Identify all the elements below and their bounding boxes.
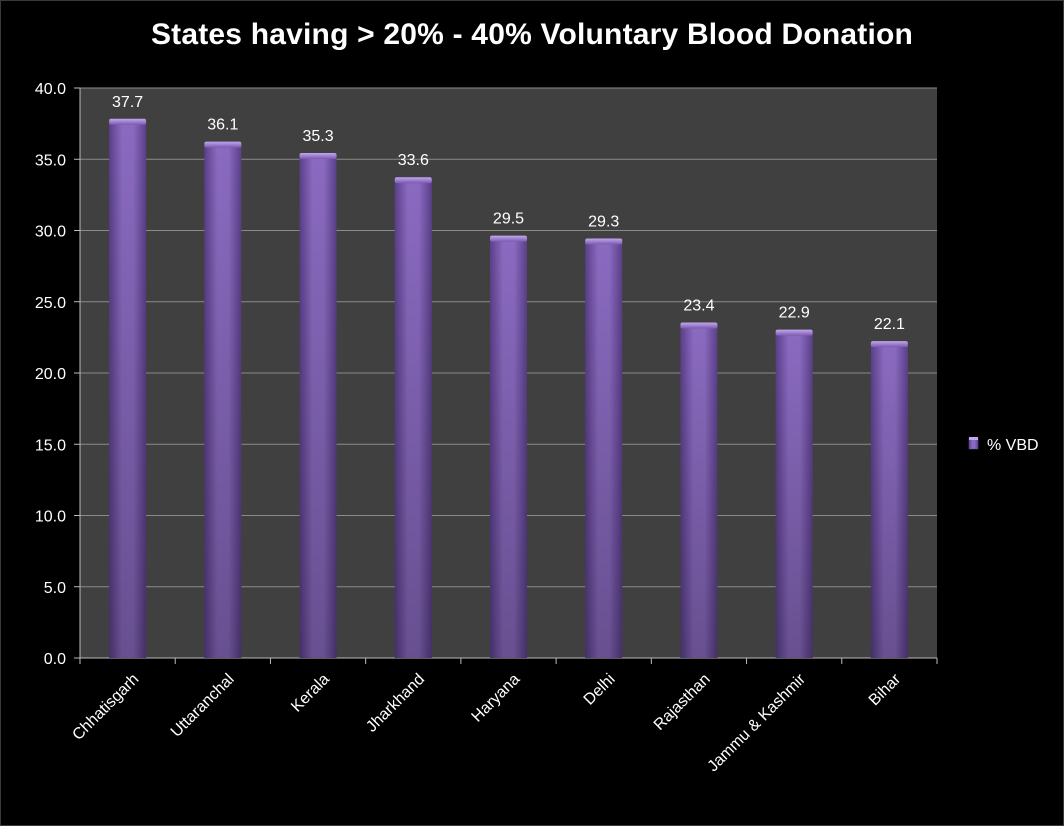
legend: % VBD [968, 437, 1039, 454]
x-tick-label: Haryana [469, 671, 524, 726]
legend-swatch-cap [969, 437, 978, 440]
chart-title: States having > 20% - 40% Voluntary Bloo… [150, 18, 914, 51]
x-tick-label: Uttaranchal [168, 671, 238, 741]
bar-cap [204, 141, 242, 148]
bar-shade [680, 324, 718, 658]
x-tick-label: Chhatisgarh [69, 671, 142, 744]
data-label: 22.1 [874, 316, 905, 333]
x-tick-label: Rajasthan [651, 671, 714, 734]
y-tick-label: 40.0 [35, 81, 66, 98]
bar-cap [870, 341, 908, 348]
bar-cap [490, 235, 527, 242]
bar-cap [775, 329, 813, 336]
bar-cap [109, 118, 147, 125]
x-tick-label: Jharkhand [363, 671, 428, 736]
bar-cap [585, 238, 623, 245]
bar-cap [680, 322, 718, 329]
bar-shade [490, 237, 527, 658]
data-label: 37.7 [112, 94, 143, 111]
y-tick-label: 10.0 [35, 509, 66, 526]
y-tick-label: 20.0 [35, 366, 66, 383]
data-label: 33.6 [398, 152, 429, 169]
data-label: 35.3 [302, 128, 333, 145]
bar-shade [775, 331, 813, 658]
x-tick-label: Kerala [288, 671, 333, 716]
y-tick-label: 25.0 [35, 295, 66, 312]
bar-shade [394, 179, 432, 658]
data-labels: 37.7 36.1 35.3 33.6 29.5 29.3 23.4 22.9 22.1 [112, 94, 905, 333]
x-tick-label: Delhi [581, 671, 619, 709]
bar-shade [204, 143, 242, 658]
data-label: 22.9 [779, 305, 810, 322]
legend-label: % VBD [987, 437, 1039, 454]
y-tick-label: 5.0 [44, 580, 66, 597]
bar-cap [394, 177, 432, 184]
x-tick-label: Bihar [866, 670, 905, 709]
x-tick-label: Jammu & Kashmir [705, 670, 810, 775]
y-tick-label: 0.0 [44, 651, 66, 668]
data-label: 23.4 [683, 298, 714, 315]
data-label: 29.3 [588, 213, 619, 230]
bar-shade [299, 154, 337, 658]
y-tick-label: 30.0 [35, 224, 66, 241]
data-label: 29.5 [493, 211, 524, 228]
y-tick-label: 35.0 [35, 152, 66, 169]
data-label: 36.1 [207, 117, 238, 134]
bar-shade [585, 240, 623, 658]
bars [109, 118, 908, 658]
bar-shade [870, 343, 908, 658]
bar-cap [299, 152, 337, 159]
bar-shade [109, 120, 147, 658]
y-tick-label: 15.0 [35, 437, 66, 454]
